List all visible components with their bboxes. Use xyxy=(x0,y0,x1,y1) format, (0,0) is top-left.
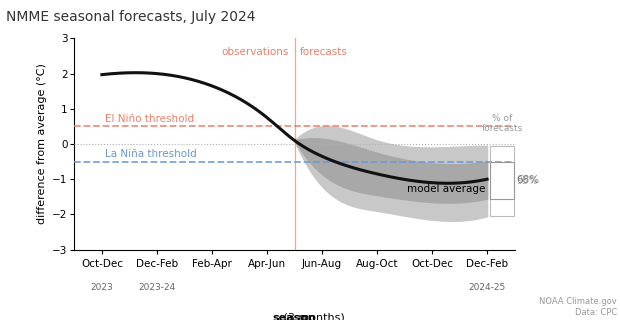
Text: % of
forecasts: % of forecasts xyxy=(481,114,523,133)
Text: forecasts: forecasts xyxy=(300,47,348,57)
Text: NMME seasonal forecasts, July 2024: NMME seasonal forecasts, July 2024 xyxy=(6,10,255,24)
Text: (3 months): (3 months) xyxy=(245,313,344,320)
Text: La Niña threshold: La Niña threshold xyxy=(105,149,197,159)
Y-axis label: difference from average (°C): difference from average (°C) xyxy=(37,64,46,224)
Text: observations: observations xyxy=(221,47,289,57)
Text: 2023-24: 2023-24 xyxy=(138,283,175,292)
Text: 68%: 68% xyxy=(516,175,539,185)
Text: El Niño threshold: El Niño threshold xyxy=(105,114,194,124)
Text: model average: model average xyxy=(407,184,485,195)
Text: 95%: 95% xyxy=(516,176,538,186)
Text: 2024-25: 2024-25 xyxy=(469,283,506,292)
Text: NOAA Climate.gov
Data: CPC: NOAA Climate.gov Data: CPC xyxy=(539,297,617,317)
Text: 2023: 2023 xyxy=(91,283,113,292)
Text: season: season xyxy=(273,313,316,320)
